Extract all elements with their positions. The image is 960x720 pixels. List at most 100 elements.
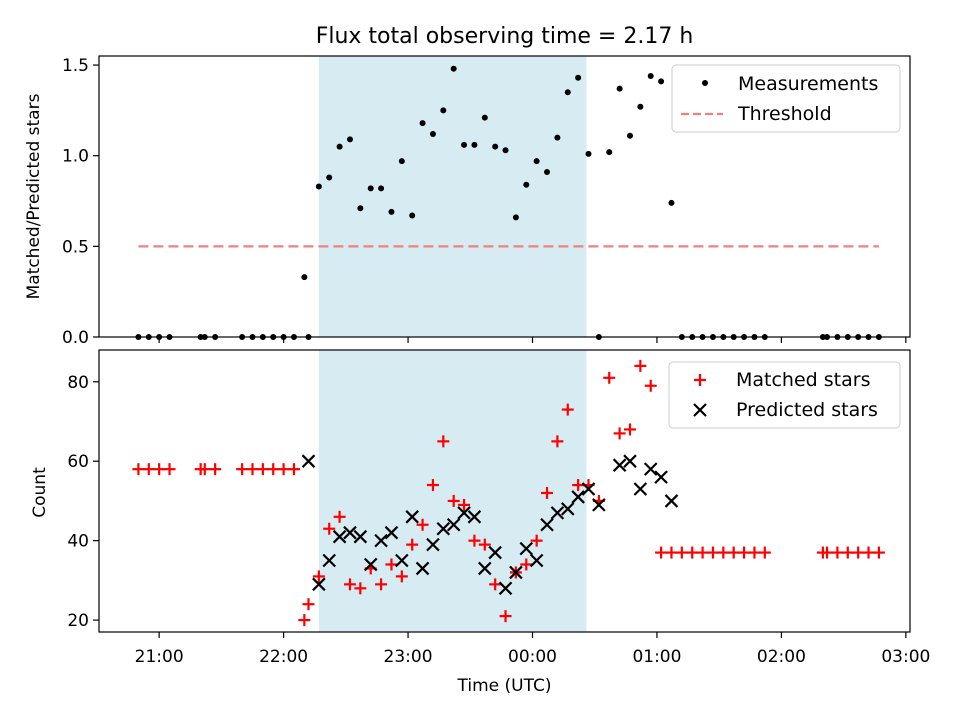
y-tick-label: 80	[67, 373, 89, 393]
matched-point	[852, 546, 865, 559]
measurement-point	[301, 274, 308, 281]
measurement-point	[409, 212, 416, 219]
x-tick-label: 01:00	[632, 647, 681, 667]
bottom-shaded-region	[318, 350, 587, 632]
measurement-point	[554, 134, 561, 141]
matched-point	[458, 498, 471, 511]
measurement-point	[315, 183, 322, 190]
bottom-y-axis-label: Count	[30, 467, 50, 518]
top-x-ticks	[158, 337, 907, 343]
matched-point	[277, 463, 290, 476]
y-tick-label: 1.0	[62, 147, 89, 167]
bottom-y-ticks: 20 40 60 80	[67, 373, 99, 631]
matched-point	[385, 558, 398, 571]
predicted-point	[478, 561, 492, 576]
predicted-point	[560, 502, 575, 516]
predicted-point	[550, 506, 565, 520]
predicted-point	[488, 545, 502, 560]
predicted-stars-series	[301, 454, 679, 596]
measurement-point	[616, 85, 623, 92]
legend-predicted-label: Predicted stars	[736, 399, 878, 421]
matched-point	[343, 578, 356, 591]
predicted-point	[612, 458, 627, 472]
matched-point	[727, 546, 740, 559]
shaded-interval	[318, 56, 587, 337]
predicted-point	[426, 537, 440, 552]
measurement-point	[419, 120, 426, 127]
bottom-axes-frame	[98, 349, 911, 633]
matched-point	[530, 534, 543, 547]
x-tick-label: 00:00	[508, 647, 557, 667]
matched-point	[333, 510, 346, 523]
matched-point	[541, 486, 554, 499]
matched-point	[132, 463, 145, 476]
x-tick-label: 02:00	[757, 647, 806, 667]
matched-point	[354, 582, 367, 595]
measurement-point	[378, 185, 385, 192]
matched-point	[246, 463, 259, 476]
predicted-point	[519, 541, 534, 556]
measurement-point	[357, 205, 364, 212]
measurement-point	[388, 208, 395, 215]
matched-point	[675, 546, 688, 559]
matched-point	[302, 598, 315, 611]
predicted-point	[405, 510, 419, 524]
matched-point	[634, 359, 647, 372]
matched-point	[437, 435, 450, 448]
matched-point	[298, 614, 311, 627]
x-tick-label: 03:00	[881, 647, 930, 667]
measurement-point	[564, 89, 571, 96]
predicted-point	[332, 529, 347, 544]
measurement-point	[450, 65, 457, 72]
bottom-legend-box	[668, 361, 901, 429]
measurement-point	[398, 158, 405, 165]
matched-point	[613, 427, 626, 440]
predicted-point	[571, 490, 585, 504]
y-tick-label: 20	[67, 611, 89, 631]
top-axes-frame	[98, 55, 911, 338]
y-tick-label: 1.5	[62, 56, 89, 76]
y-tick-label: 0.0	[62, 328, 89, 348]
predicted-point	[467, 510, 482, 524]
top-legend: Measurements Threshold	[671, 64, 901, 133]
chart-title: Flux total observing time = 2.17 h	[316, 24, 694, 49]
predicted-point	[581, 482, 596, 496]
measurement-point	[502, 147, 509, 154]
matched-point	[489, 578, 502, 591]
predicted-point	[343, 525, 357, 540]
matched-point	[686, 546, 699, 559]
matched-point	[375, 578, 388, 591]
matched-point	[706, 546, 719, 559]
predicted-point	[301, 454, 316, 468]
legend-matched-label: Matched stars	[736, 369, 870, 391]
measurement-point	[346, 136, 353, 143]
matched-point	[603, 371, 616, 384]
predicted-point	[623, 454, 637, 468]
matched-point	[572, 479, 585, 492]
measurement-point	[523, 181, 530, 188]
matched-point	[426, 479, 439, 492]
legend-measurements-marker	[702, 80, 708, 86]
measurement-point	[575, 74, 582, 81]
predicted-point	[654, 470, 668, 484]
matched-point	[256, 463, 269, 476]
matched-stars-series	[132, 359, 885, 627]
matched-point	[153, 463, 166, 476]
predicted-point	[457, 506, 471, 520]
predicted-point	[498, 581, 513, 596]
matched-point	[644, 379, 657, 392]
predicted-point	[312, 577, 326, 592]
measurement-point	[533, 158, 540, 165]
matched-point	[862, 546, 875, 559]
predicted-point	[353, 529, 368, 544]
matched-point	[748, 546, 761, 559]
matched-point	[163, 463, 176, 476]
top-panel: Flux total observing time = 2.17 h Match…	[24, 24, 911, 348]
measurement-point	[326, 174, 333, 181]
predicted-point	[592, 498, 606, 512]
measurement-point	[492, 143, 499, 150]
x-tick-label: 22:00	[259, 647, 308, 667]
matched-point	[447, 494, 460, 507]
matched-point	[395, 570, 408, 583]
x-tick-label: 23:00	[384, 647, 433, 667]
